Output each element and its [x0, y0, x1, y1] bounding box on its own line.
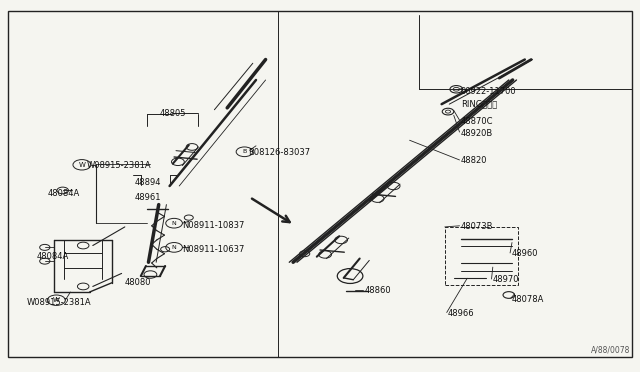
- Text: N: N: [172, 221, 177, 226]
- Text: 48073B: 48073B: [461, 222, 493, 231]
- Text: 48078A: 48078A: [512, 295, 545, 304]
- Text: 48080: 48080: [125, 278, 151, 287]
- Text: 48860: 48860: [365, 286, 392, 295]
- Text: W: W: [79, 162, 85, 168]
- Text: N08911-10637: N08911-10637: [182, 245, 244, 254]
- Text: 48970: 48970: [493, 275, 519, 284]
- Text: 48805: 48805: [159, 109, 186, 118]
- Text: 00922-11700: 00922-11700: [461, 87, 516, 96]
- Text: N: N: [172, 245, 177, 250]
- Text: N08911-10837: N08911-10837: [182, 221, 244, 230]
- Text: A/88/0078: A/88/0078: [591, 345, 630, 354]
- Text: 48920B: 48920B: [461, 129, 493, 138]
- Bar: [445, 227, 518, 285]
- Text: B08126-83037: B08126-83037: [248, 148, 310, 157]
- Text: 48961: 48961: [134, 193, 161, 202]
- Text: W08915-2381A: W08915-2381A: [86, 161, 151, 170]
- Text: 48084A: 48084A: [48, 189, 80, 198]
- Text: 48894: 48894: [134, 178, 161, 187]
- Text: 48084A: 48084A: [37, 252, 69, 261]
- Text: 48966: 48966: [448, 309, 475, 318]
- Text: W: W: [53, 297, 60, 303]
- Text: B: B: [243, 149, 246, 154]
- Text: 48960: 48960: [512, 249, 538, 258]
- Text: W08915-2381A: W08915-2381A: [27, 298, 92, 307]
- Text: 48820: 48820: [461, 156, 487, 165]
- Text: RINGリング: RINGリング: [461, 99, 497, 108]
- Text: 48870C: 48870C: [461, 117, 493, 126]
